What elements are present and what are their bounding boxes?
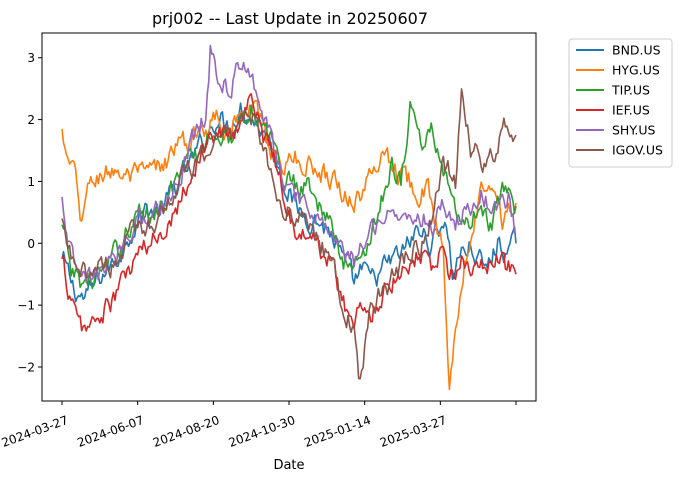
y-tick-label: 3 (27, 51, 35, 65)
y-axis: −2 −1 0 1 2 3 (17, 51, 42, 374)
y-tick-label: 2 (27, 113, 35, 127)
plot-area (61, 44, 517, 391)
series-line-bnd-us (61, 102, 517, 303)
legend: BND.US HYG.US TIP.US IEF.US SHY.US IGOV.US (568, 38, 673, 168)
y-tick-label: 0 (27, 237, 35, 251)
y-tick-label: −2 (17, 360, 35, 374)
series-line-shy-us (61, 44, 517, 284)
series-line-igov-us (61, 88, 517, 380)
chart-title: prj002 -- Last Update in 20250607 (152, 9, 428, 28)
legend-label: SHY.US (612, 123, 656, 138)
legend-label: BND.US (612, 43, 661, 58)
legend-label: TIP.US (611, 83, 650, 98)
legend-label: IGOV.US (612, 143, 663, 158)
y-tick-label: −1 (17, 299, 35, 313)
x-axis-label: Date (273, 458, 304, 473)
legend-label: IEF.US (612, 103, 650, 118)
series-line-hyg-us (61, 99, 517, 391)
legend-label: HYG.US (612, 63, 660, 78)
series-line-ief-us (61, 92, 517, 332)
y-tick-label: 1 (27, 175, 35, 189)
